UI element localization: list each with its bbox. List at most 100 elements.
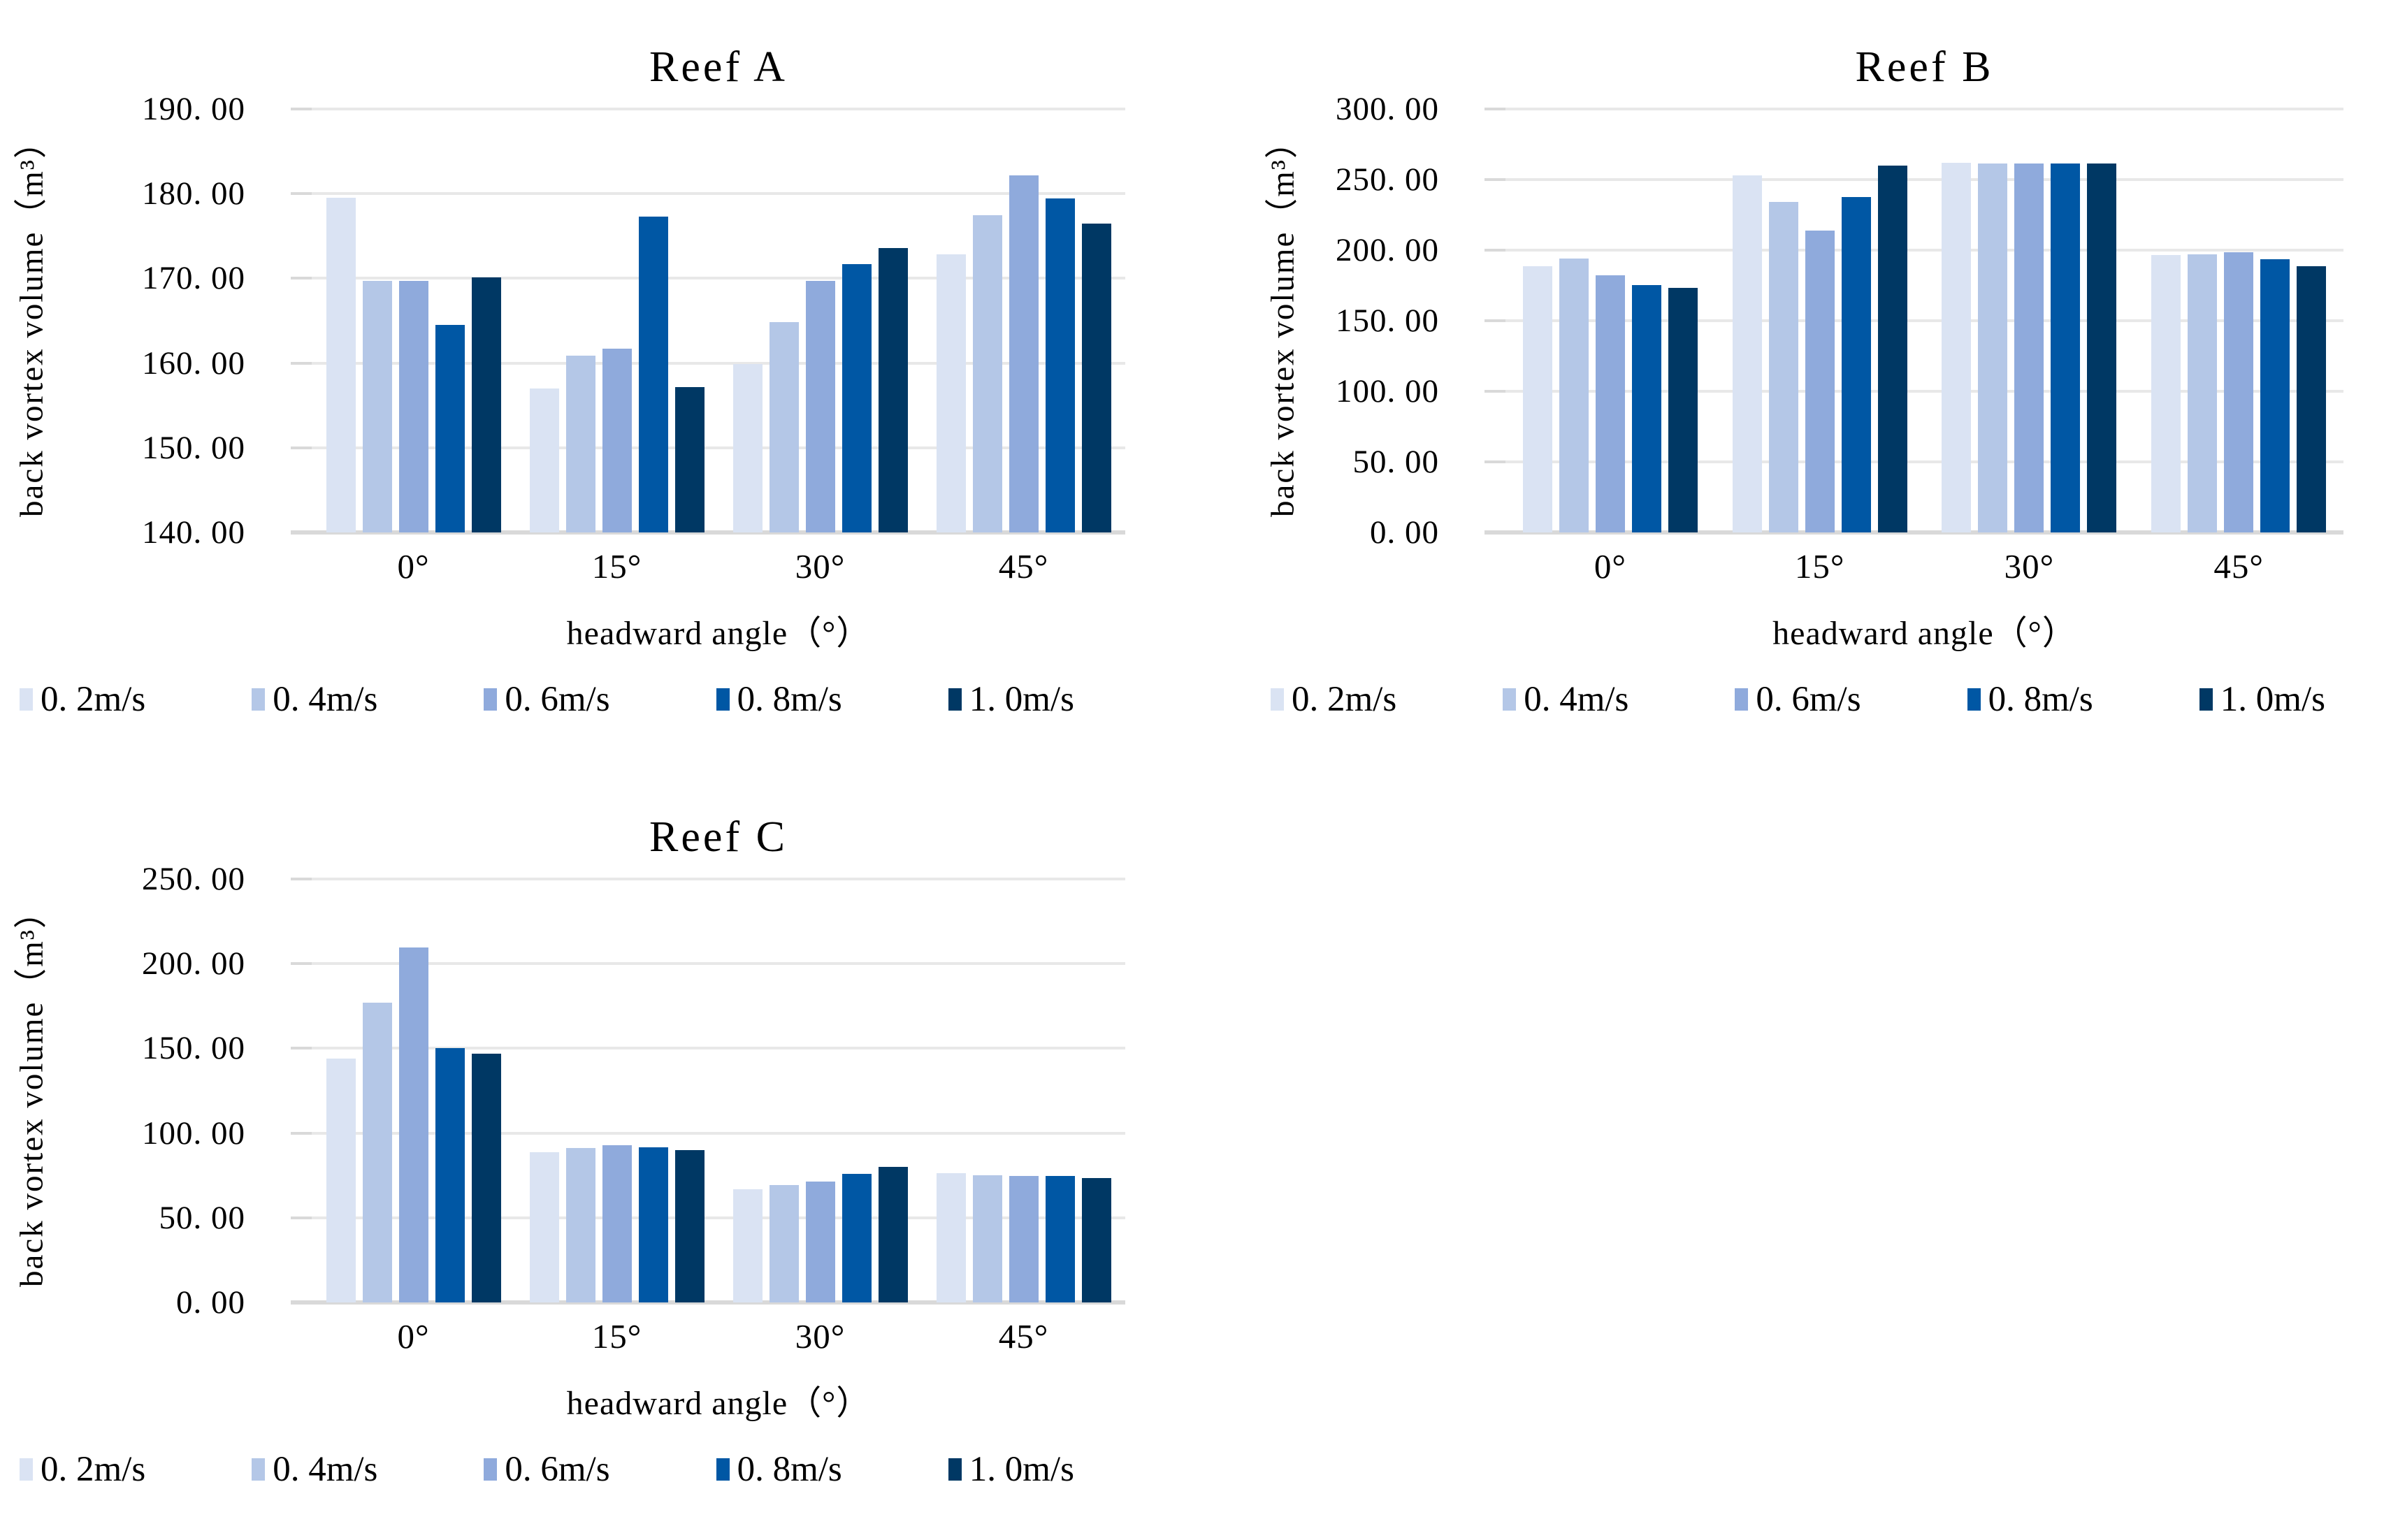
- y-tick-mark: [291, 878, 312, 880]
- plot-area: [1484, 108, 2343, 535]
- bar-0.4m-s: [362, 281, 392, 532]
- bar-1.0m-s: [1081, 223, 1111, 532]
- y-tick-mark: [291, 1300, 312, 1305]
- legend-label: 0. 6m/s: [505, 1450, 610, 1489]
- legend-label: 0. 6m/s: [1756, 680, 1861, 719]
- legend-swatch-icon: [948, 688, 962, 711]
- y-tick-label: 160. 00: [142, 344, 245, 382]
- bar-0.8m-s: [1045, 1176, 1075, 1302]
- gridline: [312, 446, 1125, 449]
- legend-swatch-icon: [716, 1458, 730, 1481]
- bar-0.2m-s: [1522, 266, 1552, 532]
- legend-item: 1. 0m/s: [948, 1449, 1074, 1490]
- chart-title: Reef C: [649, 813, 788, 861]
- y-tick-label: 0. 00: [1370, 514, 1439, 551]
- bar-0.6m-s: [398, 947, 428, 1302]
- bar-series-container: [1505, 109, 2343, 532]
- legend-item: 1. 0m/s: [948, 679, 1074, 720]
- bar-0.6m-s: [805, 1181, 835, 1302]
- x-tick-label: 15°: [1794, 547, 1845, 586]
- bar-0.4m-s: [769, 1184, 799, 1302]
- x-axis-tick-labels: 0° 15° 30° 45°: [312, 1302, 1125, 1364]
- y-tick-mark: [291, 277, 312, 280]
- x-axis-line: [312, 530, 1125, 535]
- gridline: [1505, 108, 2343, 110]
- bar-group-0deg: [312, 879, 515, 1302]
- bar-0.2m-s: [326, 1058, 356, 1302]
- bar-0.2m-s: [936, 254, 966, 532]
- bar-0.4m-s: [565, 1148, 595, 1302]
- bar-0.4m-s: [1768, 202, 1798, 532]
- bar-1.0m-s: [471, 1053, 501, 1302]
- bar-0.8m-s: [638, 1147, 668, 1302]
- legend-swatch-icon: [484, 688, 498, 711]
- legend-item: 0. 2m/s: [20, 679, 145, 720]
- y-tick-label: 50. 00: [1352, 444, 1439, 480]
- x-tick-label: 15°: [591, 547, 642, 586]
- bar-0.2m-s: [1942, 162, 1972, 532]
- y-tick-label: 200. 00: [1336, 232, 1439, 268]
- bar-0.8m-s: [1631, 284, 1661, 532]
- legend-label: 0. 4m/s: [1524, 680, 1629, 719]
- gridline: [312, 962, 1125, 966]
- gridline: [1505, 390, 2343, 393]
- legend-item: 0. 4m/s: [252, 679, 377, 720]
- bar-1.0m-s: [878, 247, 908, 532]
- y-tick-label: 300. 00: [1336, 91, 1439, 127]
- bar-0.4m-s: [972, 1175, 1002, 1302]
- y-axis-title-container: back vortex volume（m³）: [1251, 109, 1307, 532]
- y-tick-label: 150. 00: [142, 429, 245, 466]
- y-axis-tick-labels: 250. 00 200. 00 150. 00 100. 00 50. 00 0. 00: [56, 861, 312, 1321]
- y-tick-label: 180. 00: [142, 175, 245, 212]
- bar-0.2m-s: [326, 198, 356, 532]
- legend-item: 1. 0m/s: [2199, 679, 2325, 720]
- bar-0.6m-s: [805, 281, 835, 532]
- y-tick-mark: [291, 446, 312, 449]
- bar-0.4m-s: [972, 215, 1002, 532]
- legend-label: 0. 4m/s: [273, 1450, 378, 1489]
- y-tick-mark: [291, 530, 312, 535]
- gridline: [312, 108, 1125, 110]
- bar-group-45deg: [922, 879, 1125, 1302]
- bar-0.2m-s: [529, 388, 559, 532]
- gridline: [312, 361, 1125, 365]
- legend-label: 0. 4m/s: [273, 680, 378, 719]
- x-axis-tick-labels: 0° 15° 30° 45°: [312, 532, 1125, 594]
- y-axis-tick-labels: 300. 00 250. 00 200. 00 150. 00 100. 00 50. 0…: [1307, 91, 1505, 551]
- legend-swatch-icon: [20, 688, 33, 711]
- chart-title: Reef A: [649, 43, 788, 91]
- bar-0.6m-s: [1009, 175, 1039, 532]
- y-tick-label: 100. 00: [142, 1114, 245, 1152]
- gridline: [1505, 319, 2343, 322]
- y-tick-mark: [1484, 319, 1505, 322]
- bar-0.8m-s: [435, 1048, 465, 1302]
- legend-item: 0. 8m/s: [1967, 679, 2093, 720]
- bar-0.6m-s: [602, 349, 632, 532]
- bar-1.0m-s: [2087, 163, 2117, 532]
- y-tick-mark: [1484, 249, 1505, 252]
- legend-swatch-icon: [1967, 688, 1981, 711]
- x-tick-label: 30°: [795, 547, 846, 586]
- x-tick-label: 0°: [397, 1317, 430, 1356]
- x-axis-line: [312, 1300, 1125, 1305]
- y-axis-title: back vortex volume（m³）: [1264, 124, 1301, 517]
- bar-group-15deg: [515, 109, 718, 532]
- bar-0.8m-s: [841, 263, 872, 532]
- bar-0.6m-s: [1009, 1176, 1039, 1302]
- y-tick-mark: [1484, 530, 1505, 535]
- x-tick-label: 30°: [2004, 547, 2055, 586]
- chart-reef-c: Reef C back vortex volume（m³） 250. 00 200. …: [0, 774, 1230, 1536]
- legend-item: 0. 6m/s: [1735, 679, 1861, 720]
- bar-1.0m-s: [471, 277, 501, 532]
- x-axis-title: headward angle（°）: [1772, 615, 2076, 652]
- x-tick-label: 15°: [591, 1317, 642, 1356]
- y-tick-mark: [291, 108, 312, 110]
- plot-area: [291, 878, 1125, 1305]
- legend-swatch-icon: [2199, 688, 2213, 711]
- bar-0.4m-s: [1978, 163, 2008, 532]
- y-tick-mark: [291, 1047, 312, 1050]
- legend-item: 0. 2m/s: [1271, 679, 1396, 720]
- bar-0.2m-s: [732, 1189, 763, 1302]
- bar-0.4m-s: [565, 355, 595, 532]
- y-tick-mark: [291, 192, 312, 196]
